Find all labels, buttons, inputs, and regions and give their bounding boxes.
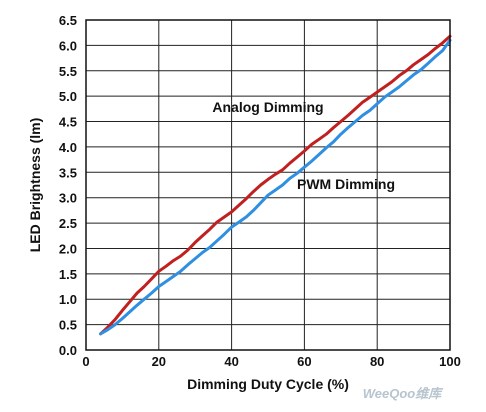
y-tick-label: 5.0 <box>59 89 77 104</box>
annotation-pwm-dimming: PWM Dimming <box>297 176 395 192</box>
x-tick-label: 100 <box>439 354 461 369</box>
x-tick-label: 80 <box>370 354 384 369</box>
watermark: WeeQoo维库 <box>363 386 444 401</box>
y-axis-title: LED Brightness (lm) <box>27 118 43 253</box>
series-lines <box>99 34 452 336</box>
y-tick-label: 2.5 <box>59 216 77 231</box>
y-tick-label: 5.5 <box>59 64 77 79</box>
y-tick-label: 1.5 <box>59 267 77 282</box>
analog-dimming-line <box>99 34 452 336</box>
plot-frame <box>85 19 451 351</box>
x-tick-label: 20 <box>152 354 166 369</box>
grid <box>86 20 450 350</box>
annotation-analog-dimming: Analog Dimming <box>212 99 323 115</box>
y-tick-label: 3.5 <box>59 165 77 180</box>
y-tick-label: 4.0 <box>59 140 77 155</box>
y-tick-label: 4.5 <box>59 115 77 130</box>
y-tick-labels: 0.0 0.5 1.0 1.5 2.0 2.5 3.0 3.5 4.0 4.5 5.0 5.5 6.0 6… <box>59 13 77 358</box>
x-axis-title: Dimming Duty Cycle (%) <box>187 376 349 392</box>
pwm-dimming-line <box>99 38 452 336</box>
x-tick-label: 0 <box>82 354 89 369</box>
x-tick-label: 40 <box>224 354 238 369</box>
y-tick-label: 0.0 <box>59 343 77 358</box>
x-tick-label: 60 <box>297 354 311 369</box>
y-tick-label: 1.0 <box>59 292 77 307</box>
y-tick-label: 0.5 <box>59 318 77 333</box>
y-tick-label: 6.5 <box>59 13 77 28</box>
y-tick-label: 2.0 <box>59 241 77 256</box>
y-tick-label: 6.0 <box>59 38 77 53</box>
y-tick-label: 3.0 <box>59 191 77 206</box>
x-tick-labels: 0 20 40 60 80 100 <box>82 354 460 369</box>
